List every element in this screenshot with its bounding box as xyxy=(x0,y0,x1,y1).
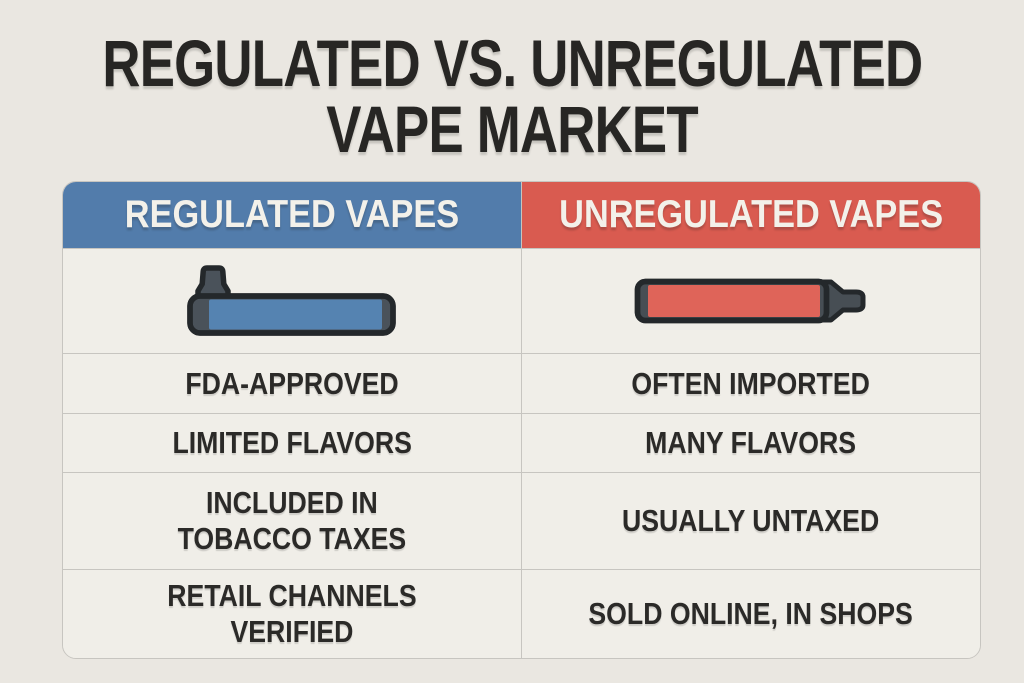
cell-fda-approved: FDA-APPROVED xyxy=(63,354,522,414)
cell-tobacco-taxes: INCLUDED IN TOBACCO TAXES xyxy=(63,473,522,570)
page-title-line1: REGULATED VS. UNREGULATED xyxy=(102,26,923,100)
cell-often-imported: OFTEN IMPORTED xyxy=(521,354,980,414)
cell-often-imported-text: OFTEN IMPORTED xyxy=(631,365,870,401)
page-title: REGULATED VS. UNREGULATED VAPE MARKET xyxy=(0,30,1024,162)
cell-unregulated-illustration xyxy=(521,249,980,354)
cell-retail-verified-line1: RETAIL CHANNELS xyxy=(167,578,417,614)
cell-usually-untaxed-text: USUALLY UNTAXED xyxy=(622,503,880,539)
cell-tobacco-taxes-line1: INCLUDED IN xyxy=(205,485,378,521)
regulated-vape-illustration xyxy=(187,265,396,336)
unregulated-vape-illustration xyxy=(634,278,866,324)
cell-retail-verified: RETAIL CHANNELS VERIFIED xyxy=(63,570,522,658)
header-regulated-label: REGULATED VAPES xyxy=(124,193,459,236)
cell-many-flavors: MANY FLAVORS xyxy=(521,414,980,473)
cell-usually-untaxed: USUALLY UNTAXED xyxy=(521,473,980,570)
cell-fda-approved-text: FDA-APPROVED xyxy=(185,365,399,401)
cell-limited-flavors: LIMITED FLAVORS xyxy=(63,414,522,473)
comparison-table: REGULATED VAPES UNREGULATED VAPES xyxy=(62,181,981,659)
header-regulated-vapes: REGULATED VAPES xyxy=(63,182,522,249)
cell-tobacco-taxes-line2: TOBACCO TAXES xyxy=(177,521,407,556)
cell-regulated-illustration xyxy=(63,249,522,354)
cell-retail-verified-line2: VERIFIED xyxy=(230,614,354,649)
cell-many-flavors-text: MANY FLAVORS xyxy=(645,425,857,461)
header-unregulated-label: UNREGULATED VAPES xyxy=(558,193,943,236)
cell-sold-online-text: SOLD ONLINE, IN SHOPS xyxy=(588,596,913,632)
cell-limited-flavors-text: LIMITED FLAVORS xyxy=(172,425,412,461)
page-title-line2: VAPE MARKET xyxy=(326,92,698,166)
cell-sold-online: SOLD ONLINE, IN SHOPS xyxy=(521,570,980,658)
header-unregulated-vapes: UNREGULATED VAPES xyxy=(521,182,980,249)
